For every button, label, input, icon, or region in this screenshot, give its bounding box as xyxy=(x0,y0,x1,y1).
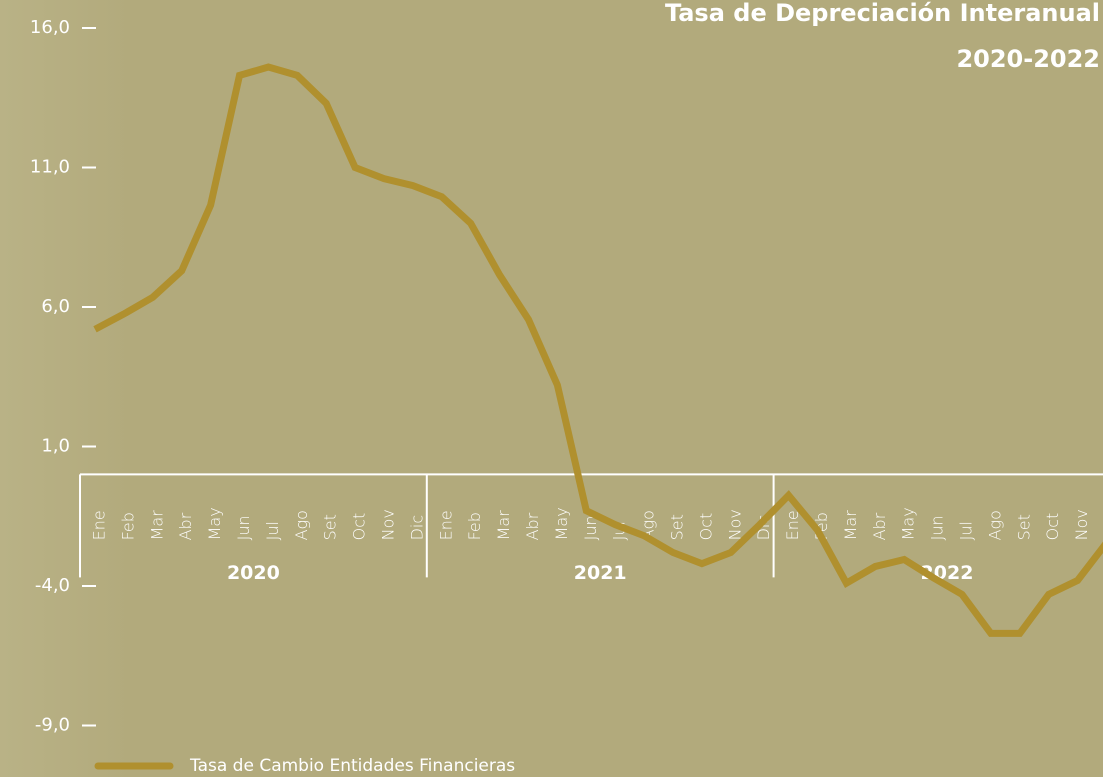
x-tick-label: May xyxy=(899,507,918,540)
x-tick-label: Ene xyxy=(783,510,802,540)
x-tick-label: Abr xyxy=(176,512,195,540)
x-tick-label: Set xyxy=(321,514,340,540)
x-tick-label: Nov xyxy=(1072,509,1091,540)
x-tick-label: Oct xyxy=(696,513,715,541)
x-tick-label: Mar xyxy=(841,510,860,541)
x-tick-label: Set xyxy=(668,514,687,540)
chart-title: Tasa de Depreciación Interanual xyxy=(665,0,1100,27)
x-tick-label: Jul xyxy=(957,521,976,540)
y-tick-label: -9,0 xyxy=(35,715,70,736)
y-tick-label: 11,0 xyxy=(30,157,70,178)
x-tick-label: Jul xyxy=(263,521,282,540)
y-tick-label: 6,0 xyxy=(41,296,70,317)
x-tick-label: Set xyxy=(1014,514,1033,540)
x-tick-label: Nov xyxy=(725,509,744,540)
year-label: 2020 xyxy=(227,562,280,584)
x-tick-label: Oct xyxy=(350,513,369,541)
y-tick-label: -4,0 xyxy=(35,575,70,596)
x-tick-label: Jun xyxy=(581,515,600,540)
x-tick-label: Dic xyxy=(1101,515,1103,541)
y-tick-label: 1,0 xyxy=(41,436,70,457)
x-tick-label: Jun xyxy=(234,515,253,540)
legend-label: Tasa de Cambio Entidades Financieras xyxy=(189,756,515,776)
x-tick-label: Feb xyxy=(465,512,484,540)
x-tick-label: Feb xyxy=(118,512,137,540)
x-tick-label: Abr xyxy=(870,512,889,540)
x-tick-label: Dic xyxy=(407,515,426,541)
x-tick-label: Ene xyxy=(90,510,109,540)
chart-subtitle: 2020-2022 xyxy=(956,45,1100,73)
x-tick-label: May xyxy=(205,507,224,540)
x-tick-label: Ene xyxy=(436,510,455,540)
x-tick-label: Oct xyxy=(1043,513,1062,541)
x-tick-label: Nov xyxy=(379,509,398,540)
x-tick-label: May xyxy=(552,507,571,540)
x-tick-label: Abr xyxy=(523,512,542,540)
series-line xyxy=(93,63,1103,637)
x-tick-label: Ago xyxy=(292,510,311,540)
x-tick-label: Ago xyxy=(985,510,1004,540)
x-tick-label: Jun xyxy=(928,515,947,540)
x-tick-label: Mar xyxy=(494,510,513,541)
y-tick-label: 16,0 xyxy=(30,17,70,38)
x-tick-label: Mar xyxy=(147,510,166,541)
year-label: 2021 xyxy=(574,562,627,584)
